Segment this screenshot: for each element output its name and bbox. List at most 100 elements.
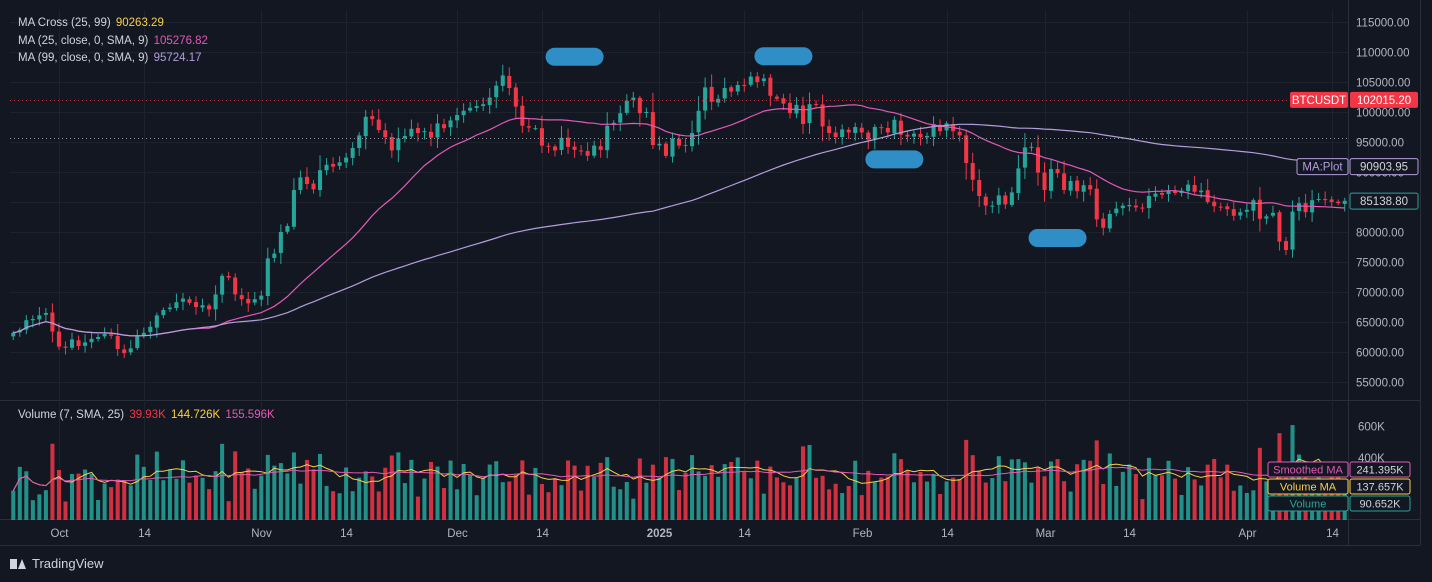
candle-body: [696, 110, 701, 133]
candle-body: [631, 97, 636, 100]
candle-body: [37, 315, 42, 320]
volume-bar: [814, 477, 819, 520]
legend-ma-cross[interactable]: MA Cross (25, 99) 90263.29: [18, 17, 166, 29]
candle-body: [957, 131, 962, 136]
volume-bar: [428, 461, 434, 520]
volume-bar: [1257, 447, 1262, 520]
candle-body: [1016, 168, 1021, 193]
candle-body: [1120, 205, 1125, 209]
legend-ma25[interactable]: MA (25, close, 0, SMA, 9) 105276.82: [18, 35, 210, 47]
volume-bar: [650, 464, 655, 520]
volume-bar: [807, 444, 812, 520]
volume-bar: [83, 469, 88, 520]
candle-body: [1101, 218, 1106, 228]
time-tick-label: Nov: [251, 528, 272, 540]
volume-bar: [76, 473, 81, 520]
candle-body: [1035, 147, 1040, 173]
volume-bar: [187, 482, 192, 520]
candle-body: [1062, 173, 1067, 190]
volume-bar: [755, 460, 760, 520]
time-tick-label: 14: [941, 528, 954, 540]
candle-body: [350, 148, 355, 158]
volume-bar: [1251, 490, 1256, 520]
candle-body: [383, 130, 388, 138]
candle-body: [1029, 146, 1034, 148]
volume-bar: [716, 476, 721, 520]
candle-body: [1081, 185, 1086, 192]
candle-body: [526, 126, 531, 128]
volume-ma-label-name-box: [1267, 478, 1349, 495]
volume-bar: [246, 468, 251, 520]
volume-bar: [43, 490, 48, 520]
candle-body: [1199, 190, 1204, 193]
candle-body: [69, 339, 75, 348]
tradingview-brand[interactable]: TradingView: [10, 556, 104, 571]
legend-volume[interactable]: Volume (7, SMA, 25) 39.93K 144.726K 155.…: [18, 409, 277, 421]
legend-ma25-value: 105276.82: [153, 35, 208, 47]
candle-body: [1003, 195, 1008, 205]
candle-body: [207, 305, 212, 310]
candle-body: [814, 104, 819, 106]
candle-body: [892, 119, 897, 134]
volume-bar: [442, 488, 447, 520]
price-tick-label: 70000.00: [1356, 288, 1404, 300]
candle-body: [1303, 203, 1308, 213]
price-tick-label: 80000.00: [1356, 228, 1404, 240]
volume-bar: [1205, 464, 1210, 520]
ma-plot-name-label-text: MA:Plot: [1302, 162, 1343, 174]
candle-body: [1146, 196, 1151, 209]
volume-bar: [539, 484, 544, 520]
legend-ma99[interactable]: MA (99, close, 0, SMA, 9) 95724.17: [18, 52, 204, 64]
candle-body: [879, 127, 884, 129]
volume-bar: [141, 466, 146, 520]
volume-bar: [1042, 476, 1047, 520]
volume-bar: [859, 495, 864, 520]
volume-bar: [552, 478, 558, 520]
volume-bar: [683, 472, 688, 520]
volume-bar: [957, 479, 962, 520]
volume-bar: [1035, 467, 1040, 520]
volume-bar: [167, 469, 172, 520]
volume-bar: [174, 478, 179, 520]
candle-body: [409, 128, 414, 137]
volume-bar: [748, 478, 753, 520]
volume-bar: [787, 485, 792, 520]
candle-body: [363, 116, 368, 137]
volume-bar: [898, 459, 903, 520]
candle-body: [507, 75, 512, 88]
volume-bar: [827, 489, 832, 520]
candle-body: [774, 96, 779, 99]
candle-body: [1251, 200, 1256, 211]
volume-bar: [252, 488, 257, 520]
smoothed-ma-label-name-box: [1267, 461, 1349, 478]
candle-body: [1283, 241, 1289, 250]
volume-bar: [370, 476, 375, 520]
candle-body: [729, 87, 734, 92]
candle-body: [840, 129, 845, 138]
highlight-marker: [865, 150, 924, 169]
volume-bar: [1120, 471, 1125, 520]
volume-bar: [1238, 485, 1243, 520]
highlight-marker: [1028, 229, 1087, 247]
candle-body: [357, 135, 362, 149]
candle-body: [122, 349, 127, 354]
time-tick-label: 2025: [647, 528, 673, 540]
candle-body: [1264, 216, 1269, 219]
volume-bar: [572, 465, 577, 520]
candle-body: [683, 144, 688, 146]
volume-bar: [135, 454, 140, 520]
price-tick-label: 95000.00: [1356, 138, 1404, 150]
ma-plot-name-label-box: [1296, 158, 1349, 176]
candle-body: [1153, 193, 1158, 197]
candle-body: [807, 104, 812, 124]
candle-body: [931, 124, 936, 137]
volume-bar: [115, 479, 120, 520]
indicator-lines: [10, 100, 1348, 337]
volume-bar: [350, 491, 355, 520]
time-tick-label: 14: [1326, 528, 1339, 540]
volume-bar: [128, 485, 133, 520]
volume-bar: [383, 467, 388, 520]
volume-bar: [742, 471, 747, 520]
volume-bar: [703, 475, 708, 520]
